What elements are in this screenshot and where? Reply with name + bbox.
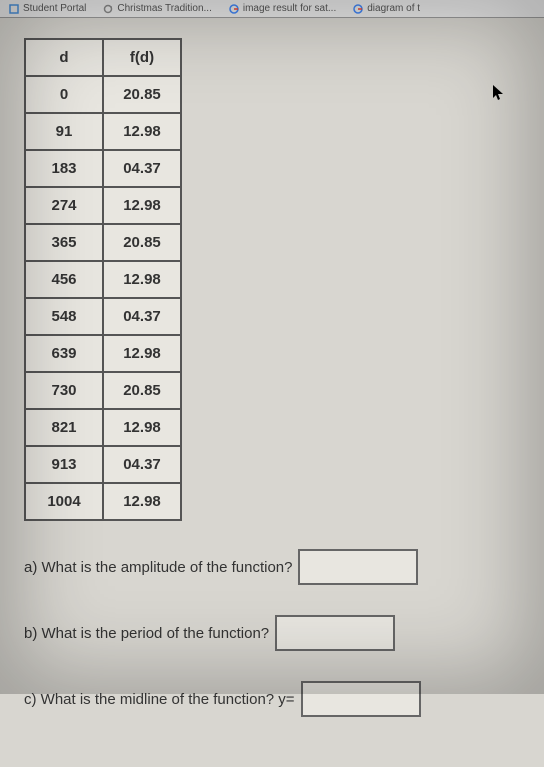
browser-tabs: Student Portal Christmas Tradition... im… bbox=[0, 0, 544, 18]
cell: 821 bbox=[25, 409, 103, 446]
cell: 12.98 bbox=[103, 483, 181, 520]
table-row: 73020.85 bbox=[25, 372, 181, 409]
tab-christmas[interactable]: Christmas Tradition... bbox=[98, 3, 215, 15]
page-content: d f(d) 020.85 9112.98 18304.37 27412.98 … bbox=[0, 18, 544, 767]
cell: 20.85 bbox=[103, 76, 181, 113]
table-header-row: d f(d) bbox=[25, 39, 181, 76]
table-row: 9112.98 bbox=[25, 113, 181, 150]
refresh-icon bbox=[102, 3, 114, 15]
period-input[interactable] bbox=[275, 615, 395, 651]
cell: 639 bbox=[25, 335, 103, 372]
question-a: a) What is the amplitude of the function… bbox=[24, 549, 520, 585]
tab-diagram[interactable]: diagram of t bbox=[348, 3, 424, 15]
data-table: d f(d) 020.85 9112.98 18304.37 27412.98 … bbox=[24, 38, 182, 521]
table-row: 45612.98 bbox=[25, 261, 181, 298]
question-a-text: a) What is the amplitude of the function… bbox=[24, 559, 292, 576]
cell: 183 bbox=[25, 150, 103, 187]
cell: 04.37 bbox=[103, 150, 181, 187]
table-row: 82112.98 bbox=[25, 409, 181, 446]
cell: 04.37 bbox=[103, 446, 181, 483]
question-b: b) What is the period of the function? bbox=[24, 615, 520, 651]
tab-label: diagram of t bbox=[367, 3, 420, 14]
tab-student-portal[interactable]: Student Portal bbox=[4, 3, 90, 15]
cell: 274 bbox=[25, 187, 103, 224]
table-row: 020.85 bbox=[25, 76, 181, 113]
cell: 12.98 bbox=[103, 409, 181, 446]
cell: 548 bbox=[25, 298, 103, 335]
cell: 12.98 bbox=[103, 113, 181, 150]
questions-section: a) What is the amplitude of the function… bbox=[24, 549, 520, 717]
cell: 730 bbox=[25, 372, 103, 409]
question-c: c) What is the midline of the function? … bbox=[24, 681, 520, 717]
cell: 0 bbox=[25, 76, 103, 113]
google-icon bbox=[352, 3, 364, 15]
col-header-fd: f(d) bbox=[103, 39, 181, 76]
table-row: 63912.98 bbox=[25, 335, 181, 372]
table-row: 100412.98 bbox=[25, 483, 181, 520]
question-c-text: c) What is the midline of the function? … bbox=[24, 691, 295, 708]
table-row: 36520.85 bbox=[25, 224, 181, 261]
tab-label: image result for sat... bbox=[243, 3, 336, 14]
cell: 20.85 bbox=[103, 224, 181, 261]
tab-label: Christmas Tradition... bbox=[117, 3, 211, 14]
square-icon bbox=[8, 3, 20, 15]
cell: 1004 bbox=[25, 483, 103, 520]
table-body: 020.85 9112.98 18304.37 27412.98 36520.8… bbox=[25, 76, 181, 520]
table-row: 54804.37 bbox=[25, 298, 181, 335]
cell: 91 bbox=[25, 113, 103, 150]
cell: 12.98 bbox=[103, 187, 181, 224]
cell: 365 bbox=[25, 224, 103, 261]
cell: 12.98 bbox=[103, 261, 181, 298]
cell: 913 bbox=[25, 446, 103, 483]
tab-image-result[interactable]: image result for sat... bbox=[224, 3, 340, 15]
cell: 12.98 bbox=[103, 335, 181, 372]
midline-input[interactable] bbox=[301, 681, 421, 717]
cell: 456 bbox=[25, 261, 103, 298]
table-row: 27412.98 bbox=[25, 187, 181, 224]
question-b-text: b) What is the period of the function? bbox=[24, 625, 269, 642]
cell: 04.37 bbox=[103, 298, 181, 335]
tab-label: Student Portal bbox=[23, 3, 86, 14]
cell: 20.85 bbox=[103, 372, 181, 409]
table-row: 91304.37 bbox=[25, 446, 181, 483]
amplitude-input[interactable] bbox=[298, 549, 418, 585]
col-header-d: d bbox=[25, 39, 103, 76]
table-row: 18304.37 bbox=[25, 150, 181, 187]
google-icon bbox=[228, 3, 240, 15]
